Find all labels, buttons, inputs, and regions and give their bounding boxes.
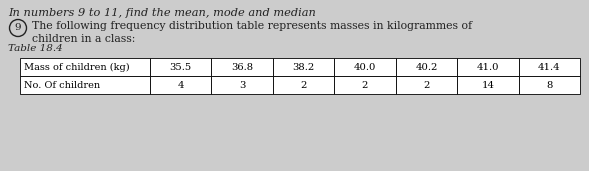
- Text: 2: 2: [423, 81, 429, 89]
- Bar: [20, 58, 150, 76]
- Bar: [211, 58, 273, 76]
- Bar: [518, 58, 580, 76]
- Text: 2: 2: [362, 81, 368, 89]
- Text: The following frequency distribution table represents masses in kilogrammes of: The following frequency distribution tab…: [32, 21, 472, 31]
- Bar: [150, 58, 211, 76]
- Text: 4: 4: [177, 81, 184, 89]
- Text: 41.4: 41.4: [538, 62, 561, 71]
- Text: 40.0: 40.0: [354, 62, 376, 71]
- Text: Table 18.4: Table 18.4: [8, 44, 63, 53]
- Bar: [20, 76, 150, 94]
- Text: 2: 2: [300, 81, 307, 89]
- Text: 41.0: 41.0: [477, 62, 499, 71]
- Bar: [518, 76, 580, 94]
- Bar: [396, 58, 457, 76]
- Bar: [273, 58, 335, 76]
- Bar: [273, 76, 335, 94]
- Text: No. Of children: No. Of children: [24, 81, 100, 89]
- Bar: [211, 76, 273, 94]
- Bar: [396, 76, 457, 94]
- Text: 3: 3: [239, 81, 246, 89]
- Text: 38.2: 38.2: [293, 62, 315, 71]
- Text: In numbers 9 to 11, find the mean, mode and median: In numbers 9 to 11, find the mean, mode …: [8, 8, 316, 18]
- Bar: [150, 76, 211, 94]
- Bar: [335, 58, 396, 76]
- Text: children in a class:: children in a class:: [32, 34, 135, 44]
- Text: 40.2: 40.2: [415, 62, 438, 71]
- Text: Mass of children (kg): Mass of children (kg): [24, 62, 130, 71]
- Text: 35.5: 35.5: [170, 62, 192, 71]
- Text: 9: 9: [15, 23, 21, 32]
- Bar: [457, 58, 518, 76]
- Bar: [457, 76, 518, 94]
- Text: 14: 14: [481, 81, 494, 89]
- Text: 36.8: 36.8: [231, 62, 253, 71]
- Text: 8: 8: [546, 81, 552, 89]
- Bar: [335, 76, 396, 94]
